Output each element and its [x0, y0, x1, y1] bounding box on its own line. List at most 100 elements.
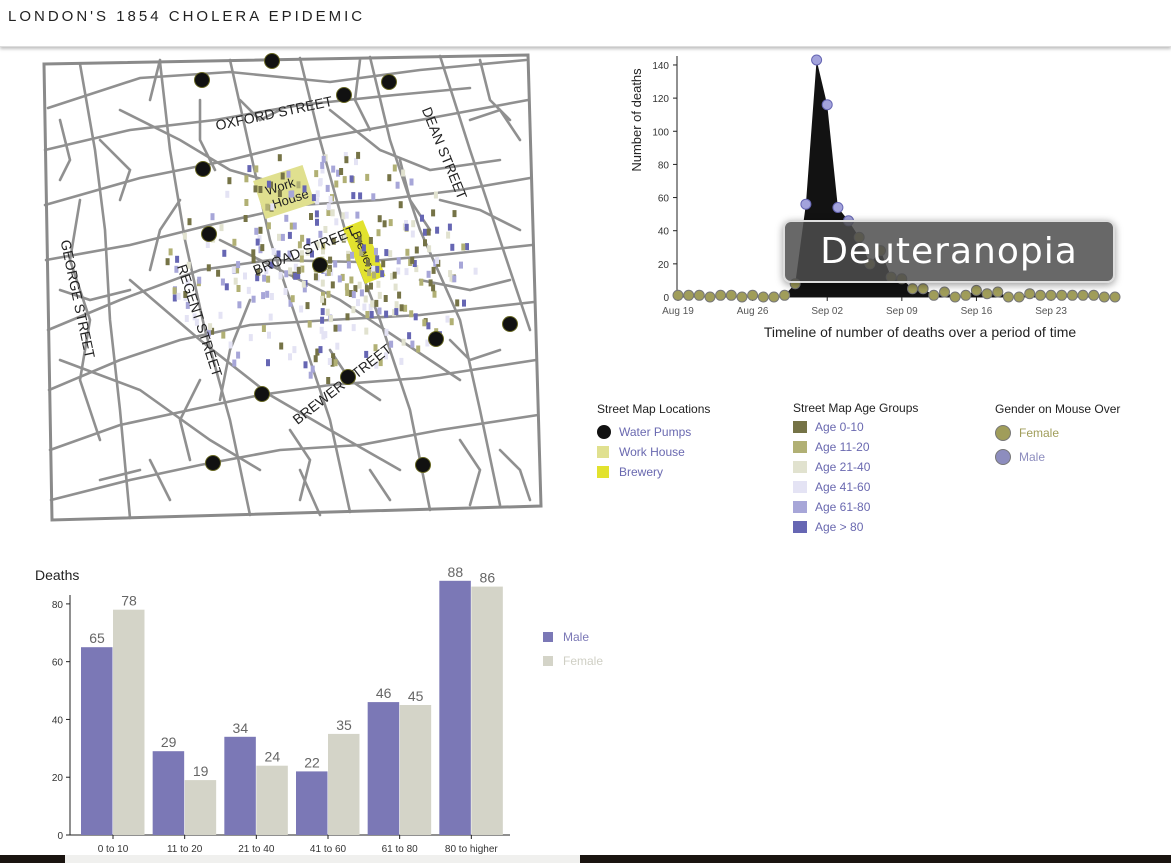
death-marker: [297, 241, 302, 249]
death-marker: [266, 180, 271, 188]
death-marker: [349, 175, 354, 183]
death-marker: [303, 361, 308, 369]
street: [43, 98, 530, 207]
street: [58, 118, 72, 182]
timeline-points[interactable]: [672, 54, 1121, 303]
street: [368, 55, 502, 507]
death-marker: [334, 218, 339, 226]
legend-age-group[interactable]: Age > 80: [793, 520, 863, 534]
deaths-bar-chart[interactable]: Deaths 0 20 40 60 80 0 to 10 11 to 20 21 to 40 4…: [30, 560, 520, 860]
bottom-strip: [0, 855, 1171, 863]
death-marker: [410, 340, 415, 348]
death-marker: [344, 283, 349, 291]
street: [478, 58, 512, 122]
death-marker: [315, 218, 319, 226]
death-marker: [358, 192, 363, 200]
legend-water-pumps[interactable]: Water Pumps: [597, 425, 691, 439]
street: [49, 413, 540, 502]
age-swatch-icon: [793, 421, 807, 433]
legend-age-group[interactable]: Age 0-10: [793, 420, 864, 434]
death-marker: [392, 271, 397, 279]
color-mode-label: Deuteranopia: [820, 231, 1078, 272]
death-marker: [328, 256, 333, 264]
bar-legend-male[interactable]: Male: [543, 630, 589, 644]
death-marker: [349, 276, 354, 284]
death-marker: [473, 267, 478, 275]
legend-male[interactable]: Male: [995, 449, 1045, 465]
death-marker: [206, 264, 211, 272]
death-marker: [388, 250, 393, 258]
legend-label: Male: [563, 630, 590, 644]
water-pump-marker: [312, 257, 328, 273]
death-marker: [225, 190, 230, 198]
death-marker: [426, 322, 431, 330]
death-marker: [414, 265, 419, 273]
legend-age-group[interactable]: Age 61-80: [793, 500, 870, 514]
legend-age-group[interactable]: Age 21-40: [793, 460, 870, 474]
street-label: DEAN STREET: [419, 105, 471, 202]
death-marker: [344, 156, 349, 164]
death-marker: [300, 265, 305, 273]
timeline-point: [725, 289, 737, 301]
x-tick-label: Sep 16: [961, 306, 993, 317]
death-marker: [308, 371, 313, 379]
legend-work-house[interactable]: Work House: [597, 445, 685, 459]
street: [218, 238, 462, 382]
death-marker: [351, 291, 356, 299]
timeline-point: [1034, 289, 1046, 301]
death-marker: [185, 301, 190, 309]
timeline-point: [928, 289, 940, 301]
bar: [471, 586, 503, 835]
legend-age-group[interactable]: Age 11-20: [793, 440, 870, 454]
death-marker: [321, 155, 326, 163]
legend-female[interactable]: Female: [995, 425, 1059, 441]
x-tick-label: Aug 26: [737, 306, 769, 317]
death-marker: [342, 176, 347, 184]
death-marker: [359, 249, 364, 256]
death-marker: [348, 290, 353, 297]
death-marker: [394, 301, 399, 309]
death-marker: [351, 192, 356, 200]
death-marker: [336, 169, 341, 177]
death-marker: [194, 318, 199, 326]
death-marker: [313, 355, 318, 363]
street: [98, 138, 132, 202]
death-marker: [280, 233, 285, 241]
death-marker: [369, 282, 373, 290]
street-map[interactable]: Work House Brewery OXFORD STREET DEAN STR…: [40, 50, 550, 528]
death-marker: [432, 290, 437, 298]
death-marker: [216, 269, 221, 277]
street: [298, 56, 432, 512]
bars[interactable]: 65 78 29 19 34 24 22 35 46 45 88 86: [81, 564, 503, 835]
death-marker: [345, 313, 350, 321]
legend-age-group[interactable]: Age 41-60: [793, 480, 870, 494]
death-marker: [414, 246, 419, 254]
street: [148, 198, 182, 272]
timeline-chart[interactable]: 0 20 40 60 80 100 120 140 Aug 19 Aug 26 Sep 02 Sep …: [620, 50, 1130, 350]
bar-legend-female[interactable]: Female: [543, 654, 603, 668]
legend-label: Age 61-80: [815, 500, 871, 514]
death-marker: [205, 241, 210, 248]
death-marker: [392, 164, 397, 172]
legend-brewery[interactable]: Brewery: [597, 465, 663, 479]
water-pumps[interactable]: [194, 53, 518, 473]
death-marker: [330, 209, 335, 217]
bar-category-label: 11 to 20: [167, 844, 203, 855]
street: [43, 86, 472, 152]
death-marker: [192, 313, 197, 321]
death-marker: [450, 243, 455, 251]
death-marker: [384, 310, 389, 318]
death-marker: [465, 243, 469, 251]
female-dot-icon: [995, 425, 1011, 441]
color-mode-badge[interactable]: Deuteranopia: [783, 220, 1115, 283]
death-marker: [398, 201, 403, 209]
death-marker: [371, 265, 376, 273]
death-marker: [261, 292, 266, 300]
death-marker: [276, 250, 281, 258]
y-tick-label: 100: [652, 127, 669, 138]
death-marker: [413, 313, 418, 321]
death-marker: [410, 230, 415, 238]
death-marker: [260, 244, 265, 252]
death-marker: [248, 334, 253, 342]
death-marker: [356, 151, 361, 159]
